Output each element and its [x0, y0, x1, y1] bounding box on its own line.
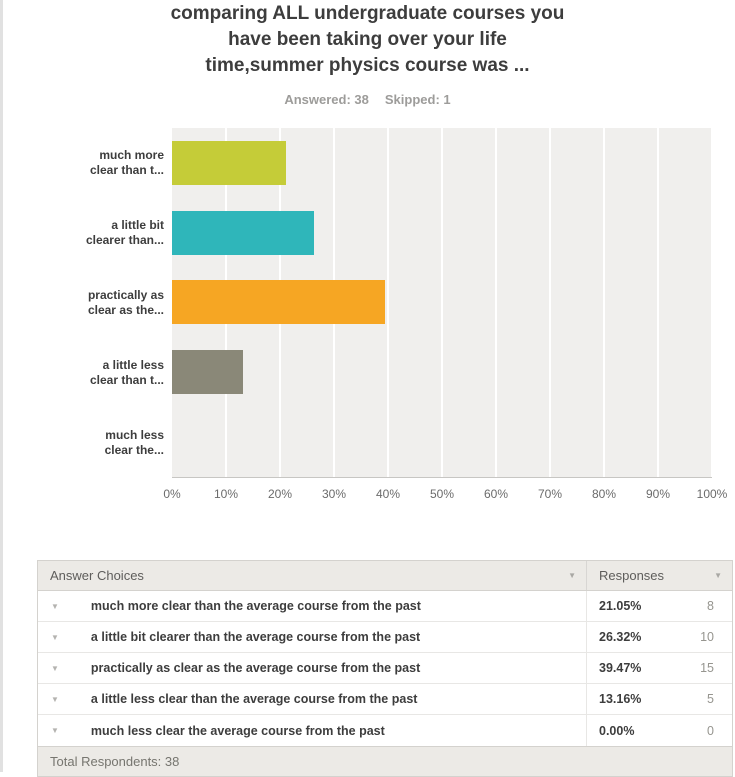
answer-text: a little bit clearer than the average co… — [90, 630, 421, 644]
chevron-down-icon[interactable]: ▼ — [51, 601, 59, 611]
page-edge-strip — [0, 0, 3, 772]
category-label: practically as clear as the... — [87, 288, 164, 317]
chevron-down-icon[interactable]: ▼ — [51, 726, 59, 735]
table-body: ▼ much more clear than the average course… — [38, 591, 732, 746]
table-row: ▼ practically as clear as the average cou… — [38, 653, 732, 684]
chart-band — [172, 268, 712, 338]
answer-text: a little less clear than the average cou… — [90, 692, 418, 706]
chevron-down-icon[interactable]: ▼ — [51, 663, 59, 673]
answer-cell: ▼ practically as clear as the average cou… — [38, 653, 586, 683]
percent-value: 21.05% — [599, 599, 642, 613]
gridline — [603, 128, 605, 477]
x-axis: 0% 10% 20% 30% 40% 50% 60% 70% 80% 90% 100% — [163, 487, 727, 505]
answer-cell: ▼ much less clear the average course from… — [38, 715, 586, 746]
chevron-down-icon[interactable]: ▼ — [568, 571, 576, 580]
table-row: ▼ much less clear the average course from… — [38, 715, 732, 746]
chart-band — [172, 407, 712, 477]
table-row: ▼ a little less clear than the average co… — [38, 684, 732, 715]
count-value: 5 — [707, 692, 714, 706]
gridline — [441, 128, 443, 477]
gridline — [657, 128, 659, 477]
answer-text: much more clear than the average course … — [90, 599, 421, 613]
chevron-down-icon[interactable]: ▼ — [714, 571, 722, 580]
answer-cell: ▼ much more clear than the average course… — [38, 591, 586, 621]
responses-cell: 21.05% 8 — [586, 591, 732, 621]
gridline — [387, 128, 389, 477]
answer-cell: ▼ a little less clear than the average co… — [38, 684, 586, 714]
x-tick: 0% — [163, 487, 181, 501]
chart-band — [172, 198, 712, 268]
response-stats: Answered: 38 Skipped: 1 — [0, 92, 735, 107]
gridline — [549, 128, 551, 477]
table-row: ▼ much more clear than the average course… — [38, 591, 732, 622]
x-tick: 30% — [321, 487, 347, 501]
category-labels: much more clear than t... a little bit clea… — [0, 128, 164, 478]
title-line: time,summer physics course was ... — [205, 55, 530, 76]
x-tick: 20% — [267, 487, 293, 501]
bar-1 — [172, 140, 286, 185]
count-value: 0 — [707, 723, 714, 738]
skipped-count: Skipped: 1 — [384, 92, 451, 107]
x-tick: 50% — [429, 487, 455, 501]
answered-count: Answered: 38 — [284, 92, 369, 107]
category-label: a little bit clearer than... — [85, 218, 164, 247]
x-tick: 10% — [213, 487, 239, 501]
bar-2 — [172, 210, 315, 255]
category-label: a little less clear than t... — [89, 358, 164, 387]
answers-table: Answer Choices ▼ Responses ▼ ▼ much more … — [37, 560, 733, 777]
bar-4 — [172, 350, 244, 395]
percent-value: 39.47% — [599, 661, 642, 675]
answer-cell: ▼ a little bit clearer than the average c… — [38, 622, 586, 652]
total-respondents: Total Respondents: 38 — [50, 754, 180, 769]
title-line: comparing ALL undergraduate courses you — [170, 3, 565, 24]
responses-cell: 0.00% 0 — [586, 715, 732, 746]
x-tick: 80% — [591, 487, 617, 501]
responses-label: Responses — [599, 568, 665, 583]
percent-value: 26.32% — [599, 630, 642, 644]
table-header: Answer Choices ▼ Responses ▼ — [38, 561, 732, 591]
percent-value: 0.00% — [599, 723, 635, 738]
x-tick: 70% — [537, 487, 563, 501]
header-answer-choices[interactable]: Answer Choices ▼ — [38, 561, 586, 590]
count-value: 10 — [700, 630, 714, 644]
chevron-down-icon[interactable]: ▼ — [51, 694, 59, 704]
responses-cell: 13.16% 5 — [586, 684, 732, 714]
answer-text: much less clear the average course from … — [90, 723, 385, 738]
count-value: 15 — [700, 661, 714, 675]
plot-area — [172, 128, 712, 478]
title-line: have been taking over your life — [228, 29, 507, 50]
percent-value: 13.16% — [599, 692, 642, 706]
header-responses[interactable]: Responses ▼ — [586, 561, 732, 590]
category-label: much less clear the... — [104, 428, 164, 457]
x-tick: 60% — [483, 487, 509, 501]
category-label: much more clear than t... — [89, 148, 164, 177]
chart-band — [172, 337, 712, 407]
chart-band — [172, 128, 712, 198]
bar-chart: much more clear than t... a little bit clea… — [0, 128, 735, 506]
responses-cell: 39.47% 15 — [586, 653, 732, 683]
gridline — [495, 128, 497, 477]
answer-choices-label: Answer Choices — [50, 568, 144, 583]
page-title: comparing ALL undergraduate courses you … — [0, 0, 735, 79]
count-value: 8 — [707, 599, 714, 613]
table-footer: Total Respondents: 38 — [38, 746, 732, 776]
x-tick: 40% — [375, 487, 401, 501]
x-tick: 90% — [645, 487, 671, 501]
gridline — [711, 128, 712, 477]
responses-cell: 26.32% 10 — [586, 622, 732, 652]
bar-3 — [172, 280, 386, 325]
x-tick: 100% — [696, 487, 728, 501]
table-row: ▼ a little bit clearer than the average c… — [38, 622, 732, 653]
chevron-down-icon[interactable]: ▼ — [51, 632, 59, 642]
answer-text: practically as clear as the average cour… — [90, 661, 421, 675]
